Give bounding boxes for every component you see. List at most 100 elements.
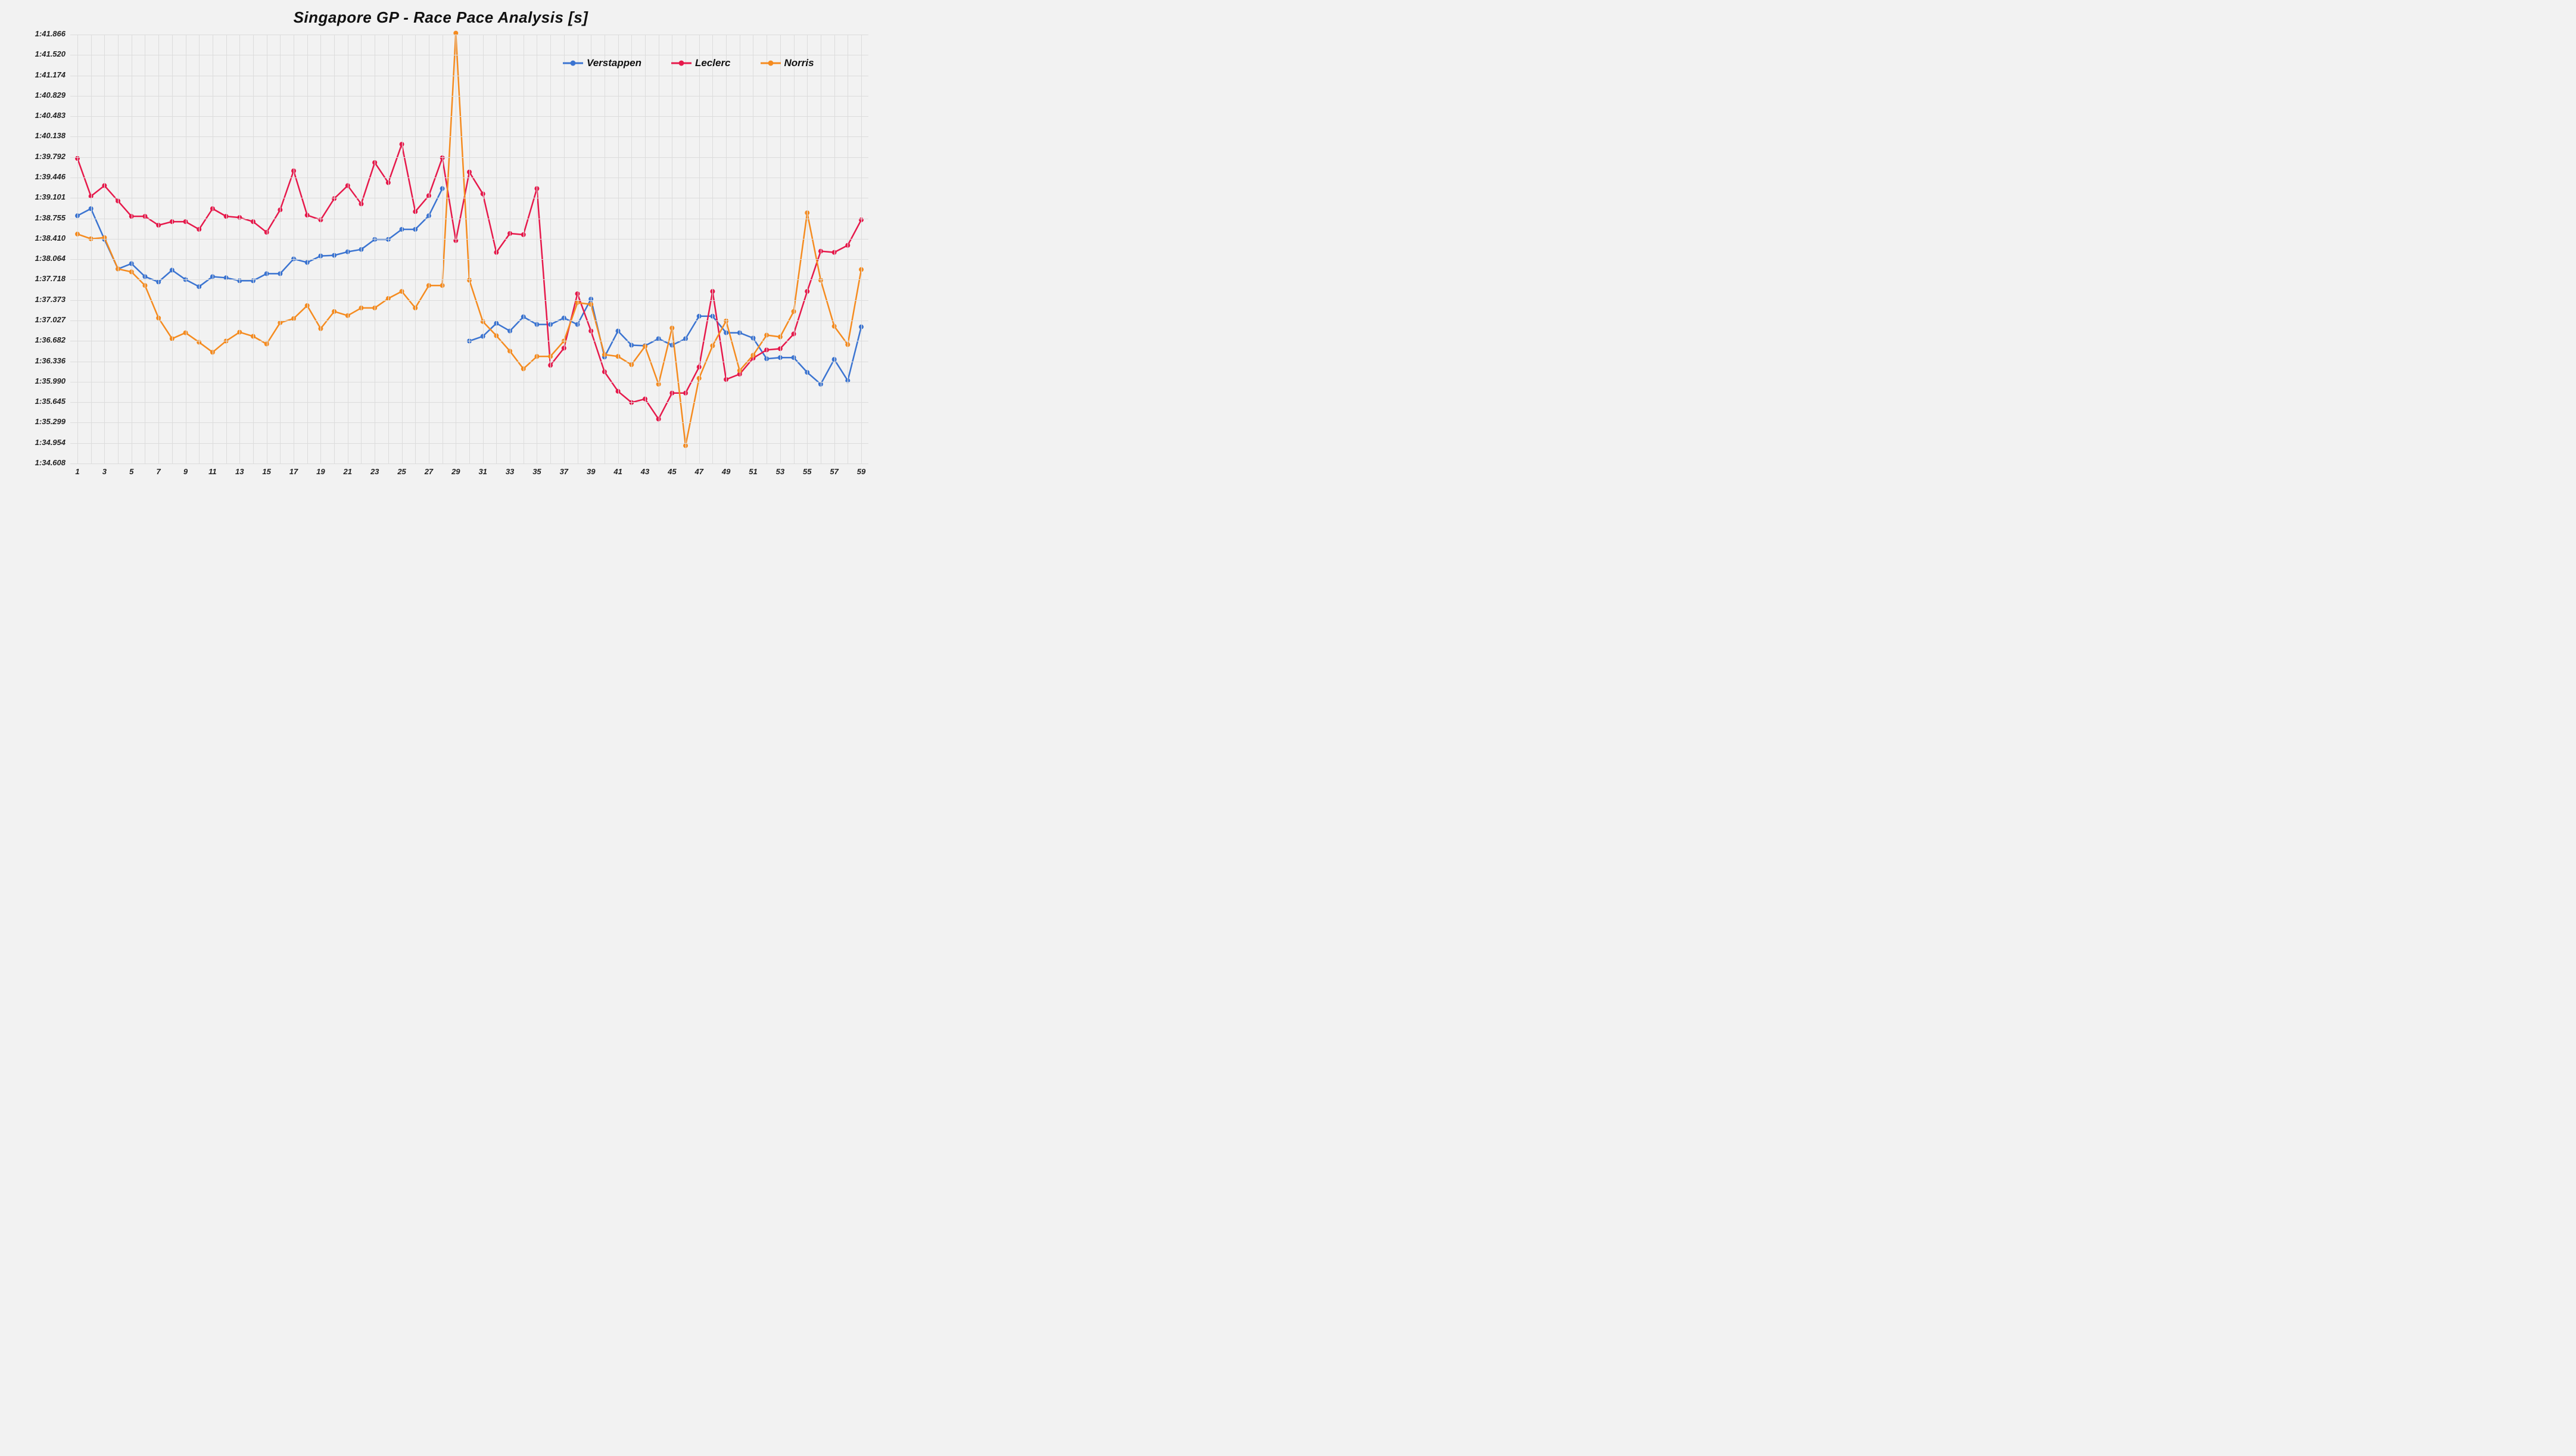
- gridline-v: [402, 35, 403, 463]
- x-axis-tick-label: 45: [664, 467, 680, 476]
- x-axis-tick-label: 7: [150, 467, 167, 476]
- y-axis-tick-label: 1:41.866: [18, 29, 66, 38]
- legend: Verstappen Leclerc Norris: [563, 57, 814, 69]
- x-axis-tick-label: 1: [69, 467, 86, 476]
- gridline-v: [334, 35, 335, 463]
- x-axis-tick-label: 3: [96, 467, 113, 476]
- gridline-v: [483, 35, 484, 463]
- gridline-v: [172, 35, 173, 463]
- y-axis-tick-label: 1:34.608: [18, 458, 66, 467]
- y-axis-tick-label: 1:37.718: [18, 274, 66, 283]
- y-axis-tick-label: 1:36.336: [18, 356, 66, 365]
- gridline-v: [807, 35, 808, 463]
- gridline-v: [618, 35, 619, 463]
- y-axis-tick-label: 1:34.954: [18, 438, 66, 447]
- x-axis-tick-label: 27: [420, 467, 437, 476]
- x-axis-tick-label: 35: [528, 467, 545, 476]
- x-axis-tick-label: 17: [285, 467, 302, 476]
- gridline-v: [780, 35, 781, 463]
- gridline-v: [564, 35, 565, 463]
- gridline-v: [861, 35, 862, 463]
- legend-label: Norris: [784, 57, 814, 69]
- legend-item-verstappen: Verstappen: [563, 57, 641, 69]
- gridline-h: [70, 463, 868, 464]
- gridline-v: [361, 35, 362, 463]
- gridline-v: [726, 35, 727, 463]
- gridline-v: [280, 35, 281, 463]
- y-axis-tick-label: 1:38.064: [18, 254, 66, 263]
- y-axis-tick-label: 1:40.138: [18, 131, 66, 140]
- y-axis-tick-label: 1:35.299: [18, 417, 66, 426]
- x-axis-tick-label: 39: [583, 467, 599, 476]
- y-axis-tick-label: 1:39.792: [18, 152, 66, 161]
- y-axis-tick-label: 1:38.755: [18, 213, 66, 222]
- legend-item-leclerc: Leclerc: [671, 57, 731, 69]
- x-axis-tick-label: 9: [177, 467, 194, 476]
- x-axis-tick-label: 43: [637, 467, 653, 476]
- gridline-v: [645, 35, 646, 463]
- y-axis-tick-label: 1:41.520: [18, 49, 66, 58]
- x-axis-tick-label: 57: [826, 467, 843, 476]
- gridline-v: [550, 35, 551, 463]
- y-axis-tick-label: 1:35.990: [18, 377, 66, 385]
- y-axis-tick-label: 1:35.645: [18, 397, 66, 406]
- x-axis-tick-label: 25: [394, 467, 410, 476]
- legend-swatch-icon: [761, 59, 781, 67]
- x-axis-tick-label: 51: [745, 467, 761, 476]
- x-axis-tick-label: 21: [339, 467, 356, 476]
- gridline-v: [320, 35, 321, 463]
- gridline-v: [253, 35, 254, 463]
- x-axis-tick-label: 29: [447, 467, 464, 476]
- legend-label: Verstappen: [587, 57, 641, 69]
- y-axis-tick-label: 1:41.174: [18, 70, 66, 79]
- chart-title: Singapore GP - Race Pace Analysis [s]: [0, 8, 881, 27]
- y-axis-tick-label: 1:39.446: [18, 172, 66, 181]
- x-axis-tick-label: 11: [204, 467, 221, 476]
- x-axis-tick-label: 49: [718, 467, 734, 476]
- x-axis-tick-label: 59: [853, 467, 870, 476]
- x-axis-tick-label: 5: [123, 467, 140, 476]
- gridline-v: [712, 35, 713, 463]
- legend-swatch-icon: [671, 59, 691, 67]
- x-axis-tick-label: 23: [366, 467, 383, 476]
- x-axis-tick-label: 33: [502, 467, 518, 476]
- x-axis-tick-label: 19: [312, 467, 329, 476]
- gridline-v: [388, 35, 389, 463]
- y-axis-tick-label: 1:38.410: [18, 234, 66, 242]
- x-axis-tick-label: 15: [258, 467, 275, 476]
- gridline-v: [834, 35, 835, 463]
- gridline-v: [496, 35, 497, 463]
- plot-area: 1:34.6081:34.9541:35.2991:35.6451:35.990…: [70, 35, 868, 463]
- x-axis-tick-label: 53: [772, 467, 789, 476]
- gridline-v: [226, 35, 227, 463]
- gridline-v: [415, 35, 416, 463]
- x-axis-tick-label: 55: [799, 467, 815, 476]
- y-axis-tick-label: 1:40.829: [18, 91, 66, 99]
- y-axis-tick-label: 1:37.027: [18, 315, 66, 324]
- y-axis-tick-label: 1:39.101: [18, 192, 66, 201]
- x-axis-tick-label: 13: [231, 467, 248, 476]
- y-axis-tick-label: 1:36.682: [18, 335, 66, 344]
- x-axis-tick-label: 31: [475, 467, 491, 476]
- gridline-v: [631, 35, 632, 463]
- gridline-v: [199, 35, 200, 463]
- legend-swatch-icon: [563, 59, 583, 67]
- y-axis-tick-label: 1:37.373: [18, 295, 66, 304]
- gridline-v: [794, 35, 795, 463]
- gridline-v: [699, 35, 700, 463]
- gridline-v: [104, 35, 105, 463]
- y-axis-tick-label: 1:40.483: [18, 111, 66, 120]
- chart-container: Singapore GP - Race Pace Analysis [s] 1:…: [0, 0, 881, 489]
- gridline-v: [307, 35, 308, 463]
- gridline-v: [158, 35, 159, 463]
- x-axis-tick-label: 47: [691, 467, 708, 476]
- gridline-v: [118, 35, 119, 463]
- gridline-v: [239, 35, 240, 463]
- x-axis-tick-label: 37: [556, 467, 572, 476]
- gridline-v: [91, 35, 92, 463]
- gridline-v: [469, 35, 470, 463]
- x-axis-tick-label: 41: [610, 467, 627, 476]
- legend-item-norris: Norris: [761, 57, 814, 69]
- gridline-v: [77, 35, 78, 463]
- legend-label: Leclerc: [695, 57, 731, 69]
